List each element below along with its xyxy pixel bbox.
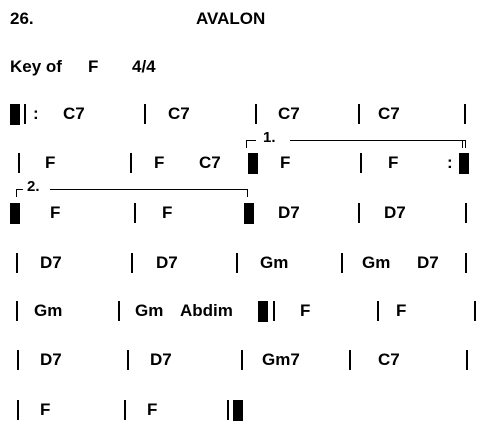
chord: D7 [384, 203, 406, 222]
barline [118, 301, 120, 321]
repeat-dots: : [33, 104, 39, 123]
double-barline [10, 203, 20, 224]
chord: Gm [135, 301, 164, 320]
repeat-start-barline [10, 104, 20, 125]
chord: C7 [63, 104, 85, 123]
ending-bracket-tick [16, 189, 17, 197]
barline [130, 153, 132, 173]
chord: F [50, 203, 61, 222]
barline [144, 104, 146, 124]
barline [360, 153, 362, 173]
ending-bracket-line [290, 140, 466, 141]
ending-2-label: 2. [27, 178, 40, 195]
barline [131, 253, 133, 273]
barline [16, 253, 18, 273]
chord: D7 [40, 350, 62, 369]
chord: Gm [362, 253, 391, 272]
chord: F [396, 301, 407, 320]
double-barline [244, 203, 254, 224]
barline [358, 104, 360, 124]
barline [341, 253, 343, 273]
ending-bracket-tick [465, 140, 466, 148]
chord: F [147, 400, 158, 419]
ending-bracket-line [16, 189, 23, 190]
ending-bracket-line [50, 189, 248, 190]
ending-bracket-line [246, 140, 256, 141]
barline [17, 400, 19, 420]
double-barline [258, 301, 268, 322]
key-label: Key of [10, 57, 62, 76]
repeat-dots: : [447, 153, 453, 172]
chord: F [154, 153, 165, 172]
ending-bracket-tick [246, 140, 247, 148]
ending-bracket-tick [462, 140, 463, 148]
barline [241, 350, 243, 370]
double-barline [248, 153, 258, 174]
chord: F [162, 203, 173, 222]
final-barline-thin [227, 400, 229, 420]
barline [17, 350, 19, 370]
barline [124, 400, 126, 420]
barline [465, 203, 467, 223]
chord: D7 [150, 350, 172, 369]
barline [134, 203, 136, 223]
barline [349, 350, 351, 370]
barline [255, 104, 257, 124]
chord: C7 [378, 350, 400, 369]
tune-title: AVALON [196, 9, 266, 28]
chord: D7 [156, 253, 178, 272]
barline [358, 203, 360, 223]
chord: D7 [278, 203, 300, 222]
chord: F [40, 400, 51, 419]
chord: D7 [417, 253, 439, 272]
barline [474, 301, 476, 321]
tune-number: 26. [10, 9, 34, 28]
repeat-end-barline [459, 153, 469, 174]
barline [273, 301, 275, 321]
barline [127, 350, 129, 370]
chord: C7 [199, 153, 221, 172]
chord: Gm7 [262, 350, 300, 369]
time-signature: 4/4 [132, 57, 156, 76]
chord: Abdim [180, 301, 233, 320]
chord: F [300, 301, 311, 320]
barline [18, 153, 20, 173]
chord: Gm [260, 253, 289, 272]
barline [377, 301, 379, 321]
key-value: F [88, 57, 99, 76]
barline [465, 253, 467, 273]
chord: C7 [168, 104, 190, 123]
barline [24, 104, 26, 124]
chord: C7 [278, 104, 300, 123]
ending-bracket-tick [247, 189, 248, 197]
barline [16, 301, 18, 321]
chord: F [388, 153, 399, 172]
chord: Gm [34, 301, 63, 320]
final-barline-thick [233, 400, 243, 421]
barline [466, 350, 468, 370]
barline [236, 253, 238, 273]
chord: F [280, 153, 291, 172]
chord: F [45, 153, 56, 172]
chord: D7 [40, 253, 62, 272]
ending-1-label: 1. [263, 129, 276, 146]
chord: C7 [378, 104, 400, 123]
barline [464, 104, 466, 124]
